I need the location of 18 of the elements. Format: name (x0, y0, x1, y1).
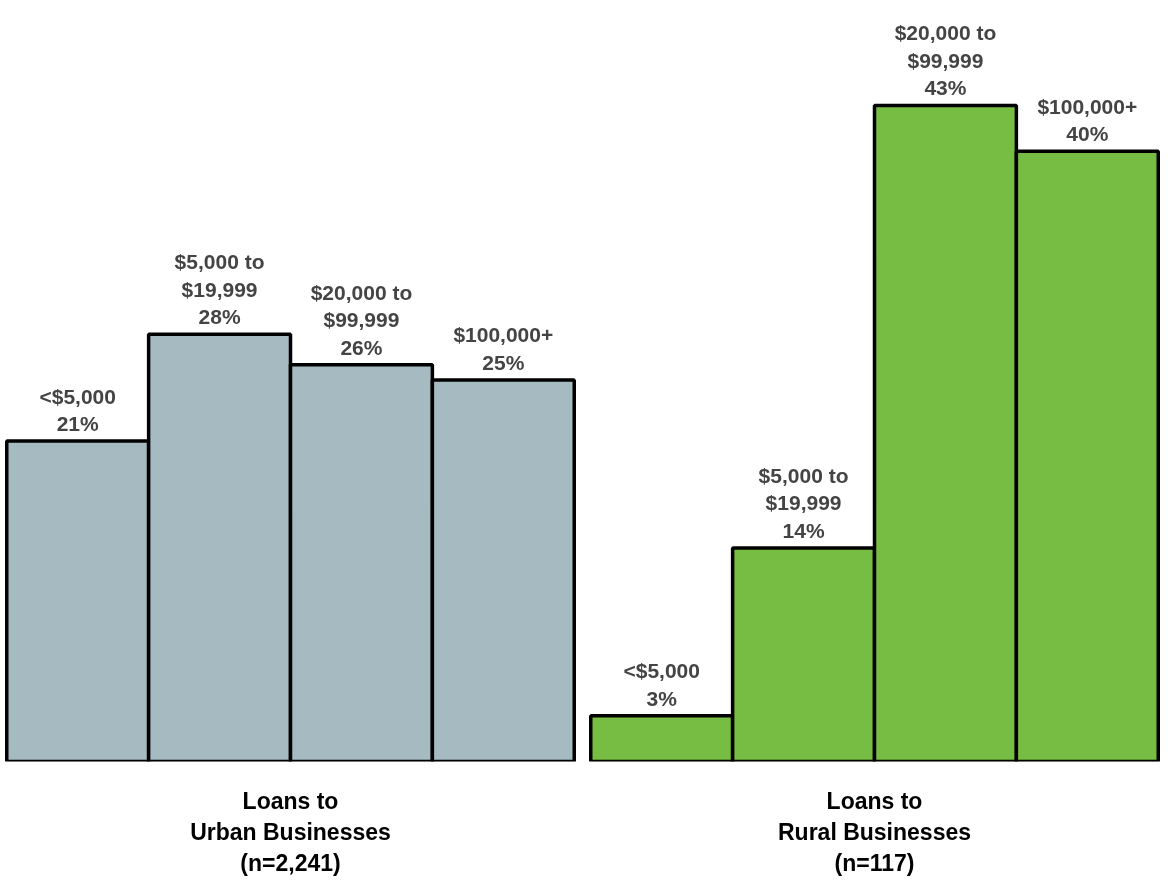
x-tick-label: $5,000 to $19,999 (174, 250, 265, 301)
data-label: 3% (646, 686, 678, 710)
x-axis-title: Loans to Rural Businesses (n=117) (777, 787, 972, 876)
data-label: 25% (482, 351, 525, 375)
x-tick-label: $100,000+ (1037, 94, 1138, 118)
x-tick-label: <$5,000 (39, 384, 116, 408)
data-label: 14% (782, 518, 825, 542)
x-tick-label: $100,000+ (453, 323, 554, 347)
data-label: 26% (340, 335, 383, 359)
data-label: 40% (1066, 122, 1109, 146)
data-label: 43% (924, 76, 967, 100)
x-tick-label: <$5,000 (623, 659, 700, 683)
data-label: 21% (56, 412, 100, 436)
x-tick-label: $20,000 to $99,999 (310, 280, 413, 332)
data-label: 28% (198, 305, 241, 329)
x-axis-title: Loans to Urban Businesses (n=2,241) (190, 787, 391, 876)
x-tick-label: $5,000 to $19,999 (758, 463, 849, 515)
x-tick-label: $20,000 to $99,999 (894, 21, 997, 72)
